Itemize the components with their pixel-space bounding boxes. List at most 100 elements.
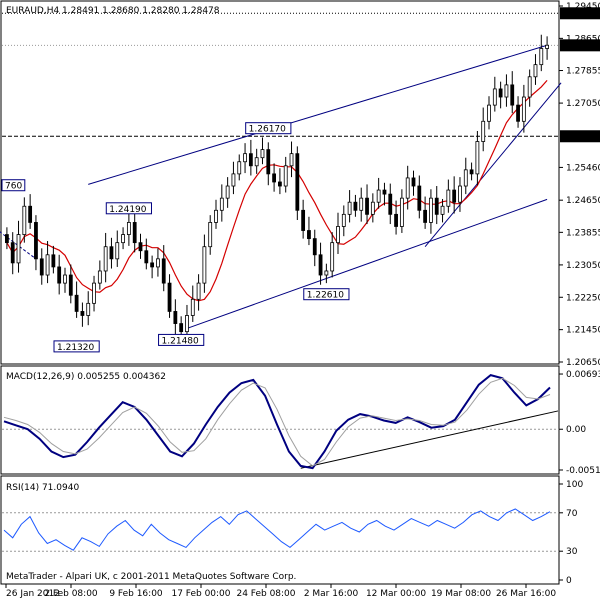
candle-body	[208, 222, 213, 248]
macd-trendline	[300, 410, 559, 469]
candle-body	[283, 165, 288, 187]
candle-body	[80, 311, 85, 316]
candle-body	[388, 193, 393, 215]
candle-body	[272, 173, 276, 183]
candle-body	[458, 185, 462, 203]
candle-body	[278, 181, 282, 187]
rsi-tick-label: 70	[566, 509, 578, 519]
price-trendlines	[0, 44, 562, 329]
candle-body	[68, 274, 73, 296]
price-tick-label: 1.27855	[566, 67, 600, 77]
candle-body	[219, 197, 224, 211]
candle-body	[161, 258, 166, 284]
candle-body	[533, 64, 538, 78]
price-tick-label: 1.23050	[566, 261, 600, 271]
candle-body	[92, 282, 96, 304]
candle-body	[260, 149, 265, 159]
candle-body	[376, 189, 381, 203]
annotation-label: 1.22610	[307, 291, 344, 301]
candle-body	[318, 254, 323, 276]
trend-line	[186, 198, 548, 329]
macd-panel	[0, 365, 560, 475]
signal-series-line	[3, 377, 551, 467]
trend-line	[88, 44, 548, 185]
candle-body	[440, 205, 445, 215]
candle-body	[521, 96, 526, 122]
candle-body	[341, 213, 346, 227]
ma-line	[6, 80, 548, 302]
candle-body	[45, 254, 50, 276]
time-tick-label: 24 Feb 08:00	[236, 589, 295, 599]
macd-lines	[3, 374, 551, 470]
candle-body	[295, 153, 300, 211]
price-tick-label: 1.23855	[566, 228, 600, 238]
candle-body	[150, 262, 155, 268]
moving-average	[6, 80, 548, 302]
candle-body	[463, 169, 468, 187]
candle-body	[446, 189, 451, 207]
candle-body	[63, 274, 67, 284]
candle-body	[86, 302, 91, 316]
candle-body	[34, 222, 38, 260]
macd-tick-label: 0.00	[566, 425, 586, 435]
candle-body	[254, 157, 259, 167]
level-label-box	[560, 7, 600, 20]
rsi-header: RSI(14) 71.0940	[6, 483, 79, 493]
annotation-box	[158, 333, 205, 346]
rsi-line	[3, 508, 551, 551]
rsi-tick-label: 0	[566, 576, 572, 586]
time-tick-label: 26 Jan 2012	[6, 589, 60, 599]
macd-trend-line	[300, 410, 559, 469]
candle-body	[144, 250, 149, 264]
candle-body	[103, 246, 108, 272]
candle-body	[452, 189, 457, 203]
annotation-box	[245, 122, 292, 135]
price-tick-label: 1.24650	[566, 196, 600, 206]
annotation-label: 1.26170	[249, 125, 286, 135]
candle-body	[475, 141, 480, 175]
candle-body	[39, 258, 44, 276]
candle-body	[185, 315, 189, 333]
trend-line	[424, 82, 562, 248]
candle-body	[312, 238, 317, 256]
price-tick-label: 1.22250	[566, 293, 600, 303]
trend-line	[0, 231, 37, 260]
rsi-tick-label: 30	[566, 547, 578, 557]
candle-body	[399, 197, 404, 227]
candle-body	[469, 169, 474, 175]
price-tick-label: 1.25460	[566, 163, 600, 173]
candle-body	[225, 185, 230, 199]
price-tick-label: 1.20650	[566, 358, 600, 368]
candle-body	[492, 88, 497, 106]
candle-body	[16, 234, 21, 264]
candle-body	[22, 205, 27, 235]
candle-body	[202, 246, 207, 284]
candle-body	[243, 153, 247, 163]
candle-body	[498, 88, 503, 98]
candle-body	[527, 76, 532, 98]
candle-body	[126, 222, 131, 235]
level-label: 1.29270	[563, 9, 600, 19]
candle-body	[289, 153, 294, 167]
time-tick-label: 2 Mar 16:00	[304, 589, 359, 599]
candle-body	[516, 104, 520, 122]
candle-body	[179, 323, 184, 333]
candle-body	[28, 205, 33, 223]
candle-body	[214, 209, 218, 223]
annotation-label: 760	[5, 182, 22, 192]
candle-body	[429, 197, 433, 223]
time-tick-label: 19 Mar 08:00	[431, 589, 491, 599]
candle-body	[248, 153, 253, 167]
candle-body	[423, 209, 428, 223]
candle-body	[504, 84, 509, 98]
candle-body	[10, 242, 15, 264]
annotation-label: 1.21320	[57, 343, 94, 353]
candle-body	[138, 242, 143, 252]
candle-body	[132, 222, 137, 244]
candle-body	[237, 161, 242, 175]
candle-body	[231, 173, 236, 187]
price-tick-label: 1.29450	[566, 2, 600, 12]
macd-header: MACD(12,26,9) 0.005255 0.004362	[6, 372, 166, 382]
